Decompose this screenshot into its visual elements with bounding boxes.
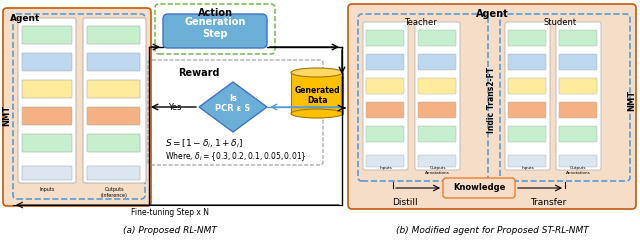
FancyBboxPatch shape bbox=[22, 26, 72, 44]
Text: Fine-tuning Step x N: Fine-tuning Step x N bbox=[131, 208, 209, 217]
Text: Indic Trans2-FT: Indic Trans2-FT bbox=[486, 67, 495, 133]
Text: Is
PCR ε S: Is PCR ε S bbox=[216, 94, 251, 113]
Text: Generated
Data: Generated Data bbox=[294, 86, 340, 105]
Ellipse shape bbox=[291, 68, 343, 77]
Text: Distill: Distill bbox=[392, 198, 418, 207]
Text: Inputs: Inputs bbox=[379, 166, 392, 170]
FancyBboxPatch shape bbox=[3, 8, 151, 206]
Text: NMT: NMT bbox=[3, 104, 12, 125]
FancyBboxPatch shape bbox=[87, 166, 140, 180]
FancyBboxPatch shape bbox=[508, 102, 546, 118]
Text: Transfer: Transfer bbox=[530, 198, 566, 207]
FancyBboxPatch shape bbox=[87, 26, 140, 44]
FancyBboxPatch shape bbox=[508, 54, 546, 70]
FancyBboxPatch shape bbox=[443, 178, 515, 198]
Text: Yes: Yes bbox=[168, 102, 182, 112]
Text: Where, $\delta_i = \{0.3, 0.2, 0.1, 0.05, 0.01\}$: Where, $\delta_i = \{0.3, 0.2, 0.1, 0.05… bbox=[165, 150, 307, 163]
Text: (b) Modified agent for Proposed ST-RL-NMT: (b) Modified agent for Proposed ST-RL-NM… bbox=[396, 226, 588, 235]
FancyBboxPatch shape bbox=[508, 155, 546, 167]
Text: Student: Student bbox=[543, 18, 577, 27]
FancyBboxPatch shape bbox=[87, 134, 140, 152]
FancyBboxPatch shape bbox=[163, 14, 267, 48]
FancyBboxPatch shape bbox=[22, 166, 72, 180]
FancyBboxPatch shape bbox=[22, 80, 72, 98]
FancyBboxPatch shape bbox=[366, 126, 404, 142]
FancyBboxPatch shape bbox=[87, 80, 140, 98]
FancyBboxPatch shape bbox=[87, 53, 140, 71]
Text: NMT: NMT bbox=[627, 90, 637, 111]
FancyBboxPatch shape bbox=[366, 54, 404, 70]
FancyBboxPatch shape bbox=[559, 78, 597, 94]
FancyBboxPatch shape bbox=[505, 22, 550, 170]
Text: Action: Action bbox=[198, 8, 232, 18]
Text: Outputs
(Inference): Outputs (Inference) bbox=[101, 187, 128, 198]
FancyBboxPatch shape bbox=[418, 155, 456, 167]
FancyBboxPatch shape bbox=[87, 107, 140, 125]
FancyBboxPatch shape bbox=[418, 30, 456, 46]
FancyBboxPatch shape bbox=[366, 155, 404, 167]
Text: $S = [1 - \delta_i, 1 + \delta_i]$: $S = [1 - \delta_i, 1 + \delta_i]$ bbox=[165, 138, 243, 151]
Text: Agent: Agent bbox=[476, 9, 508, 19]
Text: Outputs
Annotations: Outputs Annotations bbox=[566, 166, 591, 175]
FancyBboxPatch shape bbox=[418, 102, 456, 118]
FancyBboxPatch shape bbox=[415, 22, 460, 170]
FancyBboxPatch shape bbox=[559, 30, 597, 46]
FancyBboxPatch shape bbox=[508, 30, 546, 46]
FancyBboxPatch shape bbox=[508, 78, 546, 94]
FancyBboxPatch shape bbox=[418, 54, 456, 70]
FancyBboxPatch shape bbox=[22, 53, 72, 71]
FancyBboxPatch shape bbox=[363, 22, 408, 170]
FancyBboxPatch shape bbox=[348, 4, 636, 209]
FancyBboxPatch shape bbox=[22, 107, 72, 125]
Text: Inputs: Inputs bbox=[521, 166, 534, 170]
FancyBboxPatch shape bbox=[556, 22, 601, 170]
FancyBboxPatch shape bbox=[366, 30, 404, 46]
Text: Inputs: Inputs bbox=[39, 187, 54, 192]
Text: (a) Proposed RL-NMT: (a) Proposed RL-NMT bbox=[123, 226, 217, 235]
Text: Generation
Step: Generation Step bbox=[184, 17, 246, 39]
FancyBboxPatch shape bbox=[22, 134, 72, 152]
FancyBboxPatch shape bbox=[559, 126, 597, 142]
FancyBboxPatch shape bbox=[559, 102, 597, 118]
FancyBboxPatch shape bbox=[366, 78, 404, 94]
Text: Knowledge: Knowledge bbox=[453, 183, 505, 192]
FancyBboxPatch shape bbox=[508, 126, 546, 142]
FancyBboxPatch shape bbox=[559, 54, 597, 70]
Text: Reward: Reward bbox=[178, 68, 220, 78]
FancyBboxPatch shape bbox=[18, 18, 76, 183]
FancyBboxPatch shape bbox=[366, 102, 404, 118]
FancyBboxPatch shape bbox=[83, 18, 146, 183]
Polygon shape bbox=[199, 82, 267, 132]
Text: Agent: Agent bbox=[10, 14, 40, 23]
Bar bbox=[291, 72, 343, 114]
Text: Teacher: Teacher bbox=[404, 18, 436, 27]
FancyBboxPatch shape bbox=[418, 126, 456, 142]
Text: Outputs
Annotations: Outputs Annotations bbox=[425, 166, 450, 175]
FancyBboxPatch shape bbox=[418, 78, 456, 94]
FancyBboxPatch shape bbox=[559, 155, 597, 167]
Ellipse shape bbox=[291, 109, 343, 118]
